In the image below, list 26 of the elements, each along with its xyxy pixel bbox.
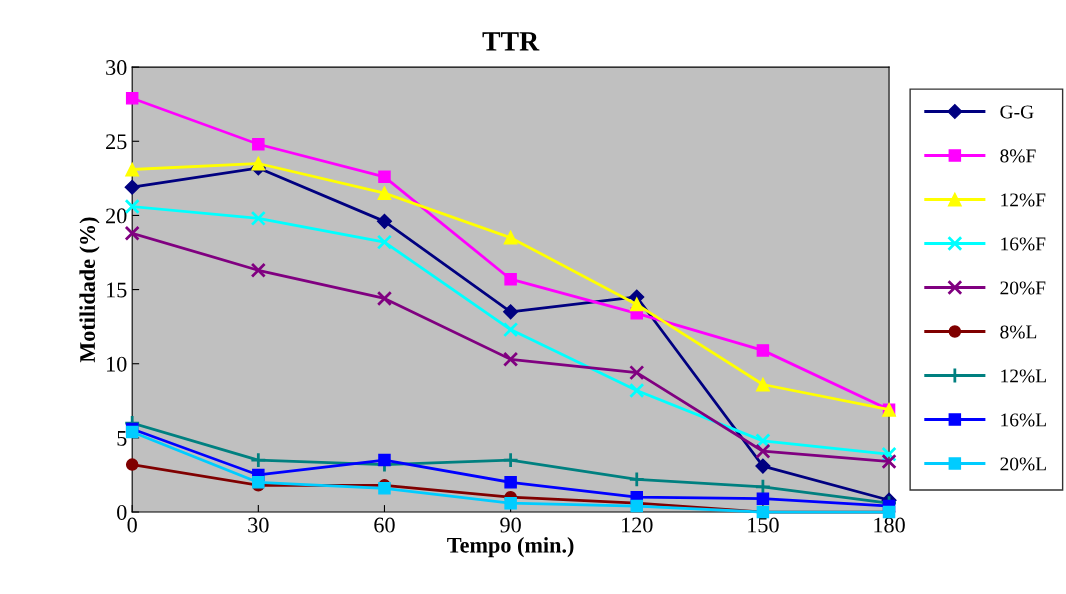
legend-label: 16%F xyxy=(1001,237,1046,251)
x-tick-label: 90 xyxy=(500,517,521,533)
legend-label: 20%L xyxy=(1000,457,1046,471)
y-axis-title: Motilidade (%) xyxy=(79,217,100,363)
legend-label: 16%L xyxy=(1001,413,1046,427)
legend-label: 20%F xyxy=(1000,281,1046,295)
x-tick-label: 180 xyxy=(874,517,905,533)
y-tick-label: 5 xyxy=(117,431,127,446)
legend-label: 12%F xyxy=(1001,193,1046,207)
x-tick-label: 120 xyxy=(622,517,653,533)
y-tick-label: 0 xyxy=(117,504,127,520)
x-tick-label: 30 xyxy=(248,517,269,533)
x-tick-label: 0 xyxy=(127,517,137,533)
legend-label: G-G xyxy=(1000,105,1034,119)
legend-label: 12%L xyxy=(1001,369,1046,383)
y-tick-label: 25 xyxy=(106,134,127,150)
y-tick-label: 30 xyxy=(106,60,127,76)
x-tick-label: 60 xyxy=(374,517,395,533)
y-tick-label: 10 xyxy=(107,356,127,372)
legend-label: 8%F xyxy=(1000,149,1036,163)
legend-label: 8%L xyxy=(1000,325,1037,339)
chart-title: TTR xyxy=(482,32,540,51)
x-axis-title: Tempo (min.) xyxy=(447,537,574,558)
x-tick-label: 150 xyxy=(748,517,779,533)
y-tick-label: 20 xyxy=(106,208,127,224)
y-tick-label: 15 xyxy=(107,282,127,298)
